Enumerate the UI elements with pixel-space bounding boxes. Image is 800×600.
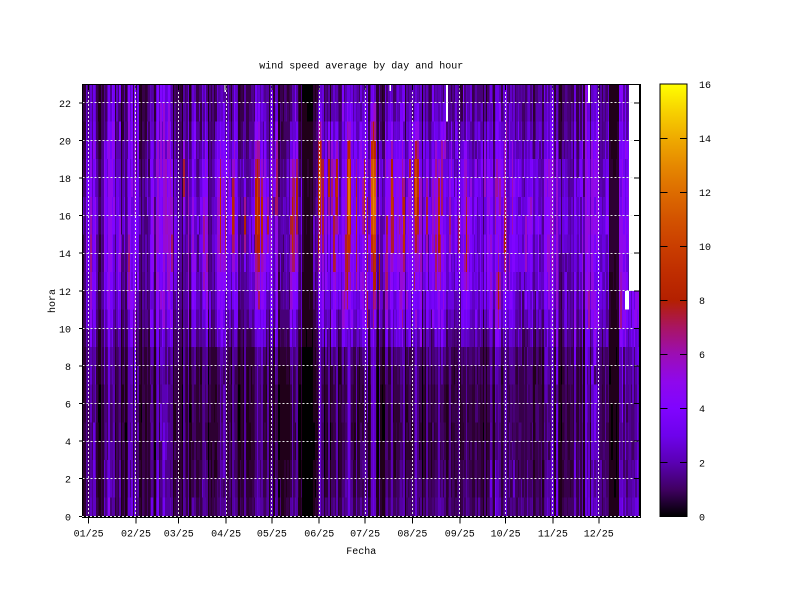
svg-text:02/25: 02/25 <box>121 529 151 541</box>
svg-text:0: 0 <box>699 513 705 524</box>
svg-text:2: 2 <box>65 476 71 487</box>
svg-text:10: 10 <box>699 243 711 254</box>
svg-text:hora: hora <box>47 289 59 313</box>
svg-text:10: 10 <box>59 325 71 336</box>
svg-text:6: 6 <box>65 401 71 412</box>
svg-text:18: 18 <box>59 175 71 186</box>
svg-text:09/25: 09/25 <box>445 529 475 541</box>
svg-text:10/25: 10/25 <box>491 529 521 541</box>
svg-text:2: 2 <box>699 459 705 470</box>
svg-text:01/25: 01/25 <box>74 529 104 541</box>
svg-text:14: 14 <box>59 250 71 261</box>
svg-text:0: 0 <box>65 513 71 524</box>
svg-text:03/25: 03/25 <box>164 529 194 541</box>
svg-text:6: 6 <box>699 351 705 362</box>
svg-text:20: 20 <box>59 137 71 148</box>
svg-text:16: 16 <box>59 213 71 224</box>
svg-text:4: 4 <box>65 438 71 449</box>
svg-text:06/25: 06/25 <box>304 529 334 541</box>
svg-text:14: 14 <box>699 135 711 146</box>
svg-text:8: 8 <box>65 363 71 374</box>
svg-text:22: 22 <box>59 100 71 111</box>
svg-text:12: 12 <box>59 288 71 299</box>
svg-text:08/25: 08/25 <box>397 529 427 541</box>
svg-text:Fecha: Fecha <box>346 546 376 558</box>
svg-text:07/25: 07/25 <box>350 529 380 541</box>
svg-text:4: 4 <box>699 405 705 416</box>
svg-text:04/25: 04/25 <box>211 529 241 541</box>
svg-text:11/25: 11/25 <box>538 529 568 541</box>
svg-text:05/25: 05/25 <box>257 529 287 541</box>
svg-text:8: 8 <box>699 297 705 308</box>
svg-text:wind speed average by day and: wind speed average by day and hour <box>259 61 463 73</box>
svg-text:12: 12 <box>699 189 711 200</box>
svg-text:12/25: 12/25 <box>584 529 614 541</box>
svg-text:16: 16 <box>699 81 711 92</box>
